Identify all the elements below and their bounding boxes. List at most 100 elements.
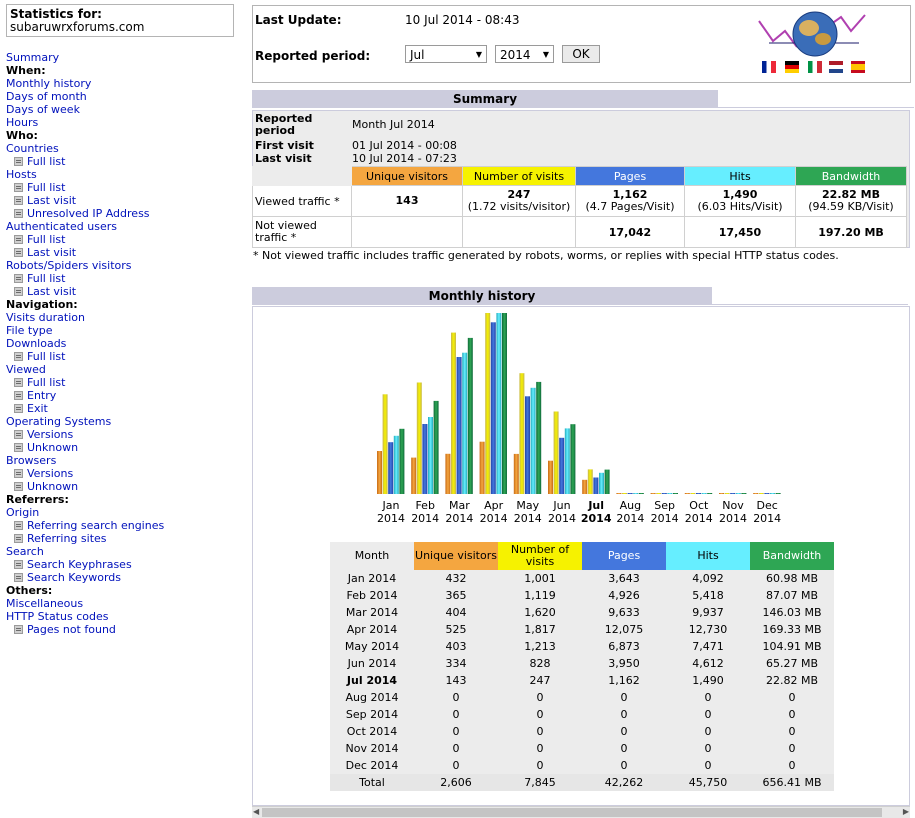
menu-subitem-link[interactable]: Last visit bbox=[27, 194, 77, 207]
month-select[interactable]: Jul ▼ bbox=[405, 45, 487, 63]
menu-item-link[interactable]: HTTP Status codes bbox=[6, 610, 109, 623]
menu-subitem-link[interactable]: Versions bbox=[27, 428, 74, 441]
scroll-right-arrow-icon[interactable]: ▶ bbox=[902, 807, 909, 816]
summary-header-visitors: Unique visitors bbox=[351, 166, 463, 186]
ok-button[interactable]: OK bbox=[562, 45, 600, 63]
menu-item-link[interactable]: Robots/Spiders visitors bbox=[6, 259, 132, 272]
menu-subitem-link[interactable]: Versions bbox=[27, 467, 74, 480]
menu-item-link[interactable]: Downloads bbox=[6, 337, 67, 350]
menu-subitem-link[interactable]: Entry bbox=[27, 389, 57, 402]
menu-subitem-link[interactable]: Full list bbox=[27, 272, 66, 285]
year-select[interactable]: 2014 ▼ bbox=[495, 45, 554, 63]
menu-subitem-link[interactable]: Pages not found bbox=[27, 623, 116, 636]
menu-item-21[interactable]: File type bbox=[6, 324, 246, 337]
menu-subitem-15[interactable]: Last visit bbox=[6, 246, 246, 259]
menu-subitem-26[interactable]: Entry bbox=[6, 389, 246, 402]
nl-flag[interactable] bbox=[829, 61, 843, 73]
menu-item-16[interactable]: Robots/Spiders visitors bbox=[6, 259, 246, 272]
menu-subitem-10[interactable]: Full list bbox=[6, 181, 246, 194]
menu-subitem-36[interactable]: Referring search engines bbox=[6, 519, 246, 532]
menu-item-13[interactable]: Authenticated users bbox=[6, 220, 246, 233]
menu-subitem-link[interactable]: Exit bbox=[27, 402, 48, 415]
menu-subitem-link[interactable]: Search Keyphrases bbox=[27, 558, 132, 571]
menu-subitem-link[interactable]: Unknown bbox=[27, 441, 79, 454]
menu-subitem-25[interactable]: Full list bbox=[6, 376, 246, 389]
menu-item-43[interactable]: HTTP Status codes bbox=[6, 610, 246, 623]
menu-subitem-link[interactable]: Search Keywords bbox=[27, 571, 121, 584]
menu-subitem-18[interactable]: Last visit bbox=[6, 285, 246, 298]
menu-subitem-11[interactable]: Last visit bbox=[6, 194, 246, 207]
menu-item-link[interactable]: Hours bbox=[6, 116, 39, 129]
menu-item-3[interactable]: Days of month bbox=[6, 90, 246, 103]
menu-item-22[interactable]: Downloads bbox=[6, 337, 246, 350]
de-flag[interactable] bbox=[785, 61, 799, 73]
menu-subitem-29[interactable]: Versions bbox=[6, 428, 246, 441]
menu-subitem-27[interactable]: Exit bbox=[6, 402, 246, 415]
menu-item-link[interactable]: Search bbox=[6, 545, 44, 558]
menu-subitem-link[interactable]: Full list bbox=[27, 233, 66, 246]
menu-item-42[interactable]: Miscellaneous bbox=[6, 597, 246, 610]
menu-subitem-33[interactable]: Unknown bbox=[6, 480, 246, 493]
menu-item-24[interactable]: Viewed bbox=[6, 363, 246, 376]
menu-subitem-link[interactable]: Unknown bbox=[27, 480, 79, 493]
value-cell: 0 bbox=[498, 723, 582, 740]
it-flag[interactable] bbox=[808, 61, 822, 73]
menu-item-link[interactable]: Countries bbox=[6, 142, 59, 155]
value-cell: 0 bbox=[750, 723, 834, 740]
menu-item-link[interactable]: Origin bbox=[6, 506, 40, 519]
menu-item-link[interactable]: Summary bbox=[6, 51, 60, 64]
list-icon bbox=[14, 378, 23, 387]
es-flag[interactable] bbox=[851, 61, 865, 73]
menu-subitem-link[interactable]: Referring search engines bbox=[27, 519, 165, 532]
menu-subitem-link[interactable]: Referring sites bbox=[27, 532, 107, 545]
menu-subitem-link[interactable]: Last visit bbox=[27, 285, 77, 298]
chevron-down-icon: ▼ bbox=[475, 50, 482, 59]
menu-subitem-link[interactable]: Full list bbox=[27, 376, 66, 389]
menu-item-2[interactable]: Monthly history bbox=[6, 77, 246, 90]
fr-flag[interactable] bbox=[762, 61, 776, 73]
menu-item-35[interactable]: Origin bbox=[6, 506, 246, 519]
menu-item-28[interactable]: Operating Systems bbox=[6, 415, 246, 428]
menu-item-31[interactable]: Browsers bbox=[6, 454, 246, 467]
scroll-left-arrow-icon[interactable]: ◀ bbox=[253, 807, 260, 816]
menu-item-5[interactable]: Hours bbox=[6, 116, 246, 129]
menu-item-link[interactable]: Days of week bbox=[6, 103, 80, 116]
menu-subitem-37[interactable]: Referring sites bbox=[6, 532, 246, 545]
menu-item-20[interactable]: Visits duration bbox=[6, 311, 246, 324]
menu-subitem-8[interactable]: Full list bbox=[6, 155, 246, 168]
menu-item-link[interactable]: File type bbox=[6, 324, 53, 337]
menu-item-link[interactable]: Monthly history bbox=[6, 77, 92, 90]
menu-subitem-link[interactable]: Full list bbox=[27, 350, 66, 363]
menu-subitem-14[interactable]: Full list bbox=[6, 233, 246, 246]
menu-subitem-link[interactable]: Unresolved IP Address bbox=[27, 207, 150, 220]
horizontal-scrollbar[interactable]: ◀ ▶ bbox=[252, 806, 910, 818]
menu-subitem-39[interactable]: Search Keyphrases bbox=[6, 558, 246, 571]
menu-item-link[interactable]: Miscellaneous bbox=[6, 597, 84, 610]
menu-item-link[interactable]: Visits duration bbox=[6, 311, 85, 324]
not-viewed-cell-4: 197.20 MB bbox=[795, 216, 907, 248]
menu-subitem-23[interactable]: Full list bbox=[6, 350, 246, 363]
value-cell: 7,471 bbox=[666, 638, 750, 655]
menu-item-7[interactable]: Countries bbox=[6, 142, 246, 155]
menu-subitem-link[interactable]: Full list bbox=[27, 181, 66, 194]
menu-item-link[interactable]: Browsers bbox=[6, 454, 57, 467]
menu-item-4[interactable]: Days of week bbox=[6, 103, 246, 116]
menu-item-38[interactable]: Search bbox=[6, 545, 246, 558]
menu-item-0[interactable]: Summary bbox=[6, 51, 246, 64]
menu-subitem-17[interactable]: Full list bbox=[6, 272, 246, 285]
menu-item-link[interactable]: Operating Systems bbox=[6, 415, 112, 428]
menu-item-link[interactable]: Viewed bbox=[6, 363, 46, 376]
menu-subitem-30[interactable]: Unknown bbox=[6, 441, 246, 454]
menu-item-link[interactable]: Hosts bbox=[6, 168, 37, 181]
menu-item-link[interactable]: Days of month bbox=[6, 90, 87, 103]
menu-subitem-40[interactable]: Search Keywords bbox=[6, 571, 246, 584]
menu-item-9[interactable]: Hosts bbox=[6, 168, 246, 181]
menu-subitem-link[interactable]: Full list bbox=[27, 155, 66, 168]
table-row: Feb 2014 365 1,119 4,926 5,418 87.07 MB bbox=[330, 587, 834, 604]
menu-item-link[interactable]: Authenticated users bbox=[6, 220, 117, 233]
scrollbar-thumb[interactable] bbox=[262, 808, 882, 817]
menu-subitem-32[interactable]: Versions bbox=[6, 467, 246, 480]
menu-subitem-12[interactable]: Unresolved IP Address bbox=[6, 207, 246, 220]
menu-subitem-44[interactable]: Pages not found bbox=[6, 623, 246, 636]
menu-subitem-link[interactable]: Last visit bbox=[27, 246, 77, 259]
